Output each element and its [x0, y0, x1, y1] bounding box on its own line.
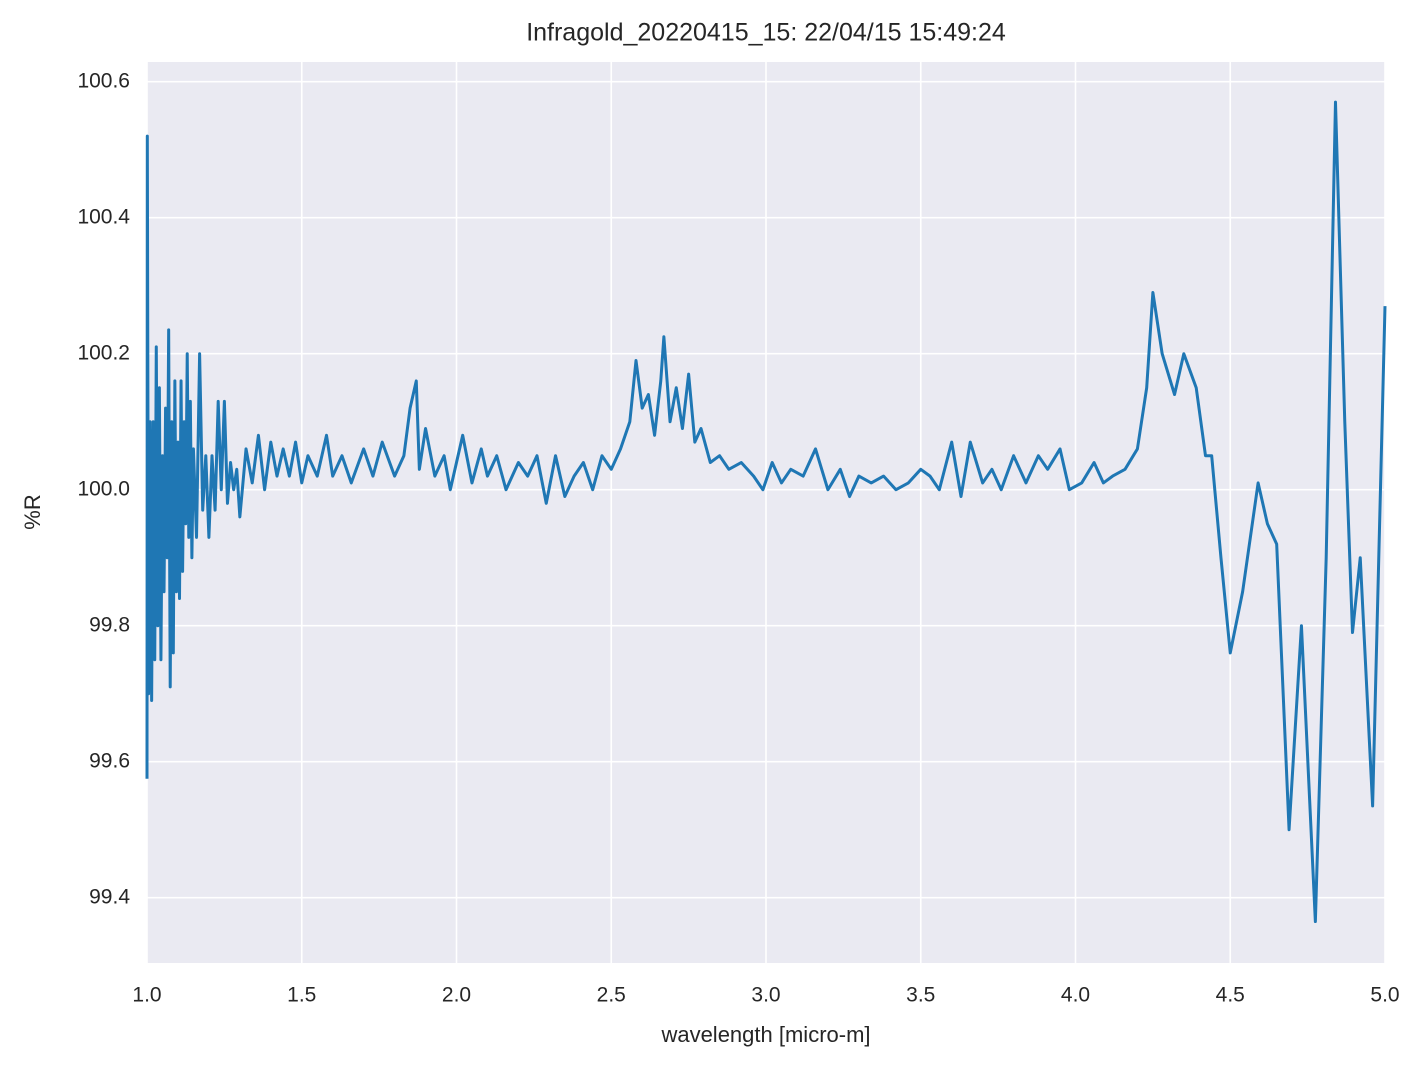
x-tick-label: 2.0	[442, 984, 471, 1007]
y-tick-label: 100.4	[77, 205, 130, 228]
y-axis-label: %R	[20, 494, 45, 529]
y-tick-label: 100.6	[77, 69, 130, 92]
y-tick-label: 99.8	[89, 613, 130, 636]
chart-title: Infragold_20220415_15: 22/04/15 15:49:24	[526, 19, 1006, 47]
x-tick-label: 5.0	[1370, 984, 1399, 1007]
x-tick-label: 3.5	[906, 984, 935, 1007]
y-tick-label: 99.6	[89, 749, 130, 772]
data-line	[145, 100, 1387, 924]
x-tick-label: 4.0	[1061, 984, 1090, 1007]
x-tick-label: 2.5	[597, 984, 626, 1007]
x-axis-label: wavelength [micro-m]	[660, 1022, 870, 1047]
y-tick-label: 100.0	[77, 477, 130, 500]
y-tick-label: 99.4	[89, 885, 130, 908]
x-tick-label: 1.5	[287, 984, 316, 1007]
x-tick-label: 3.0	[751, 984, 780, 1007]
y-tick-label: 100.2	[77, 341, 130, 364]
x-tick-label: 4.5	[1216, 984, 1245, 1007]
x-tick-label: 1.0	[132, 984, 161, 1007]
